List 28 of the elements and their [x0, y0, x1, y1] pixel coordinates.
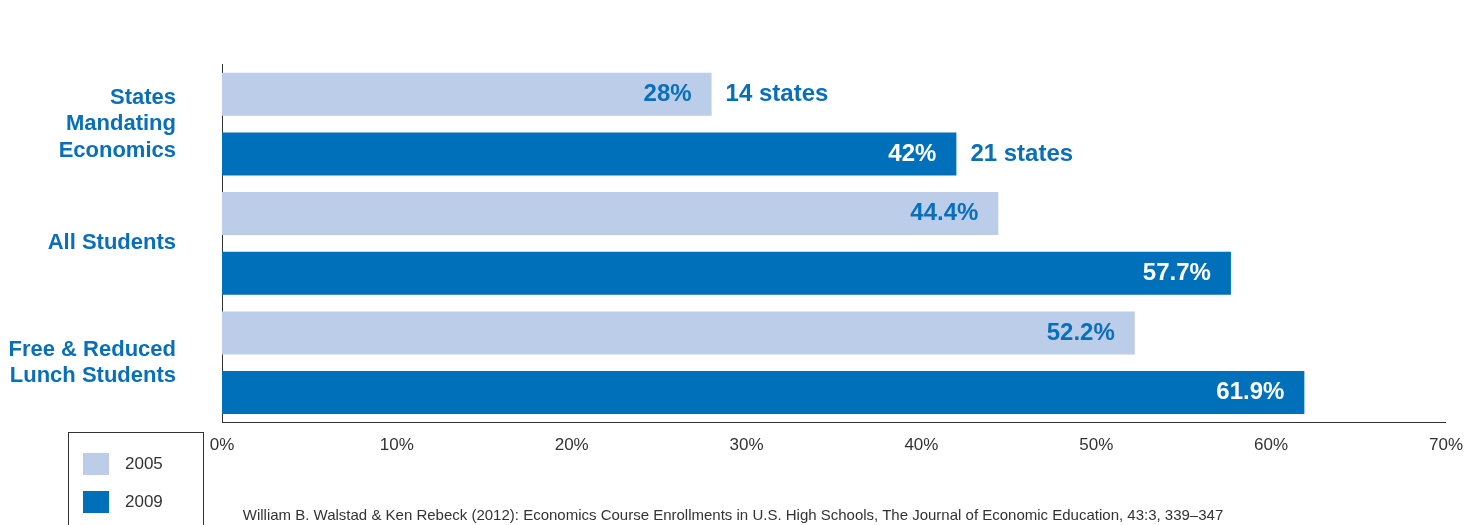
- data-label: 44.4%: [910, 198, 979, 226]
- text: William B. Walstad & Ken Rebeck (2012): Economics Course Enrollments in U.S. High Schools, The Journal of Economic Education, 43:3, 339–347: [242, 506, 1224, 523]
- bar: [222, 311, 1135, 355]
- x-tick-label: 50%: [1079, 435, 1114, 455]
- y-tick-label: All Students: [47, 229, 176, 255]
- x-tick-label: 0%: [209, 435, 235, 455]
- legend-label: 2009: [125, 492, 163, 512]
- data-label: 42%: [888, 138, 937, 166]
- annotation: 14 states: [725, 78, 829, 106]
- x-tick-label: 10%: [379, 435, 414, 455]
- bar: [222, 251, 1231, 295]
- bar: [222, 371, 1305, 415]
- data-label: 61.9%: [1216, 377, 1285, 405]
- x-tick-label: 40%: [904, 435, 939, 455]
- bar: [222, 72, 712, 116]
- data-label: 28%: [643, 78, 692, 106]
- data-label: 57.7%: [1142, 257, 1211, 285]
- bar: [222, 192, 999, 236]
- data-label: 52.2%: [1046, 317, 1115, 345]
- bar: [222, 132, 957, 176]
- x-tick-label: 20%: [554, 435, 589, 455]
- annotation: 21 states: [970, 138, 1074, 166]
- x-tick-label: 60%: [1254, 435, 1289, 455]
- legend-label: 2005: [125, 454, 163, 474]
- y-tick-label: States Mandating Economics: [58, 83, 176, 162]
- x-tick-label: 70%: [1428, 435, 1463, 455]
- y-tick-label: Free & Reduced Lunch Students: [8, 335, 176, 387]
- x-tick-label: 30%: [729, 435, 764, 455]
